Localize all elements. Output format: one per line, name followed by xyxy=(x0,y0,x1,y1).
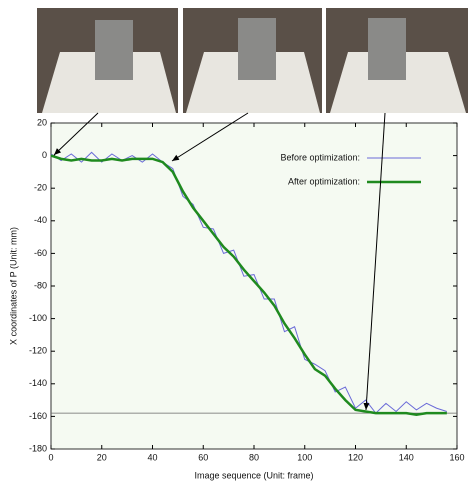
y-tick-label: -20 xyxy=(34,183,47,193)
x-tick-label: 160 xyxy=(449,452,464,462)
x-tick-label: 140 xyxy=(399,452,414,462)
x-tick-label: 20 xyxy=(97,452,107,462)
legend-label: Before optimization: xyxy=(280,152,360,162)
y-tick-label: -80 xyxy=(34,280,47,290)
y-tick-label: -160 xyxy=(29,411,47,421)
x-tick-label: 60 xyxy=(198,452,208,462)
x-tick-label: 40 xyxy=(147,452,157,462)
photo xyxy=(183,8,322,113)
y-tick-label: 20 xyxy=(37,117,47,127)
plot-area xyxy=(50,122,458,450)
arrow xyxy=(53,112,99,156)
y-tick-label: -100 xyxy=(29,313,47,323)
y-tick-label: -60 xyxy=(34,248,47,258)
y-tick-label: -180 xyxy=(29,443,47,453)
x-tick-label: 80 xyxy=(249,452,259,462)
x-tick-label: 120 xyxy=(348,452,363,462)
photos xyxy=(37,8,468,113)
arrow xyxy=(363,112,386,411)
y-tick-label: -140 xyxy=(29,378,47,388)
legend-label: After optimization: xyxy=(288,176,360,186)
y-tick-label: -40 xyxy=(34,215,47,225)
y-tick-label: -120 xyxy=(29,346,47,356)
arrows xyxy=(53,112,386,411)
y-axis-label: X coordinates of P (Unit: mm) xyxy=(8,227,18,345)
photo xyxy=(326,8,468,113)
x-tick-label: 0 xyxy=(48,452,53,462)
x-tick-label: 100 xyxy=(297,452,312,462)
y-tick-label: 0 xyxy=(42,150,47,160)
arrow xyxy=(171,112,249,162)
series-line xyxy=(50,154,447,417)
photo xyxy=(37,8,178,113)
x-axis-label: Image sequence (Unit: frame) xyxy=(194,470,313,480)
